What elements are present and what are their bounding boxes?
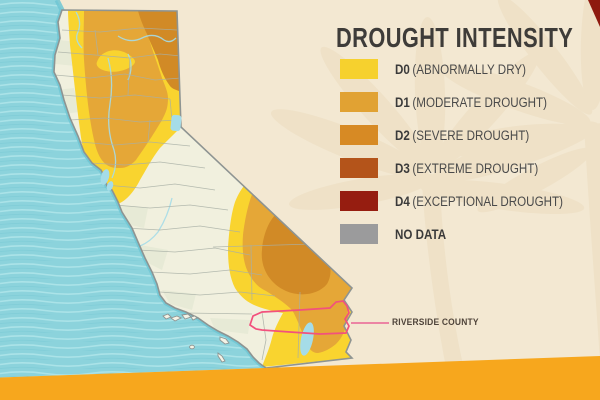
lakes: [100, 114, 314, 356]
channel-islands: [162, 313, 230, 363]
nodata-swatch: [340, 224, 378, 244]
legend-label: D3 (EXTREME DROUGHT): [395, 160, 539, 176]
county-lines: [54, 27, 347, 361]
legend-label: D1 (MODERATE DROUGHT): [395, 94, 548, 110]
riverside-county-outline: [248, 300, 350, 335]
d4-swatch: [340, 191, 378, 211]
d0-swatch: [340, 59, 378, 79]
d2-swatch: [340, 125, 378, 145]
legend-row-d2: D2 (SEVERE DROUGHT): [340, 125, 590, 145]
legend-row-d3: D3 (EXTREME DROUGHT): [340, 158, 590, 178]
legend-label: D4 (EXCEPTIONAL DROUGHT): [395, 193, 563, 209]
state-border: [53, 9, 354, 369]
legend-row-d1: D1 (MODERATE DROUGHT): [340, 92, 590, 112]
d2-region-southeast: [261, 211, 331, 295]
page-title: DROUGHT INTENSITY: [336, 22, 574, 53]
legend-row-d0: D0 (ABNORMALLY DRY): [340, 59, 590, 79]
pacific-ocean: [0, 0, 266, 378]
legend-row-nodata: NO DATA: [340, 224, 590, 244]
d1-region-north: [83, 11, 168, 168]
corner-accent: [588, 0, 600, 27]
d3-swatch: [340, 158, 378, 178]
riverside-county-label: RIVERSIDE COUNTY: [392, 317, 479, 327]
legend-row-d4: D4 (EXCEPTIONAL DROUGHT): [340, 191, 590, 211]
legend-label: D0 (ABNORMALLY DRY): [395, 61, 526, 77]
d1-swatch: [340, 92, 378, 112]
d2-region-northeast: [138, 11, 181, 92]
bottom-band: [0, 356, 600, 400]
rivers: [75, 11, 177, 247]
legend-label: NO DATA: [395, 226, 447, 242]
legend-label: D2 (SEVERE DROUGHT): [395, 127, 530, 143]
drought-legend: D0 (ABNORMALLY DRY) D1 (MODERATE DROUGHT) …: [340, 59, 590, 257]
